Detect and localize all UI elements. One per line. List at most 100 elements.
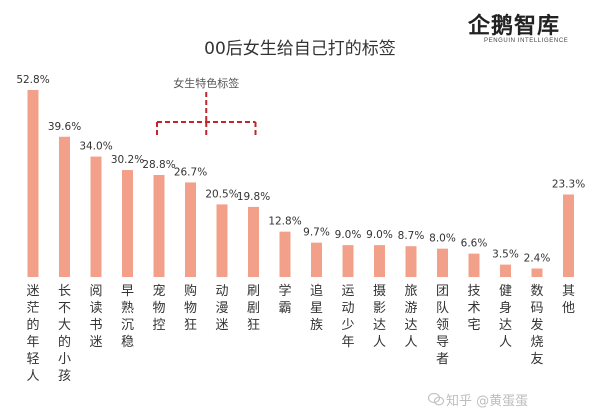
tick-label: 熟 — [121, 300, 134, 316]
tick-label: 团 — [436, 284, 449, 299]
tick-label: 人 — [26, 369, 39, 384]
watermark-text: 知乎 @黄蛋蛋 — [446, 394, 529, 409]
tick-label: 追 — [310, 283, 323, 299]
tick-label: 数 — [530, 284, 543, 299]
data-label: 19.8% — [237, 191, 270, 203]
tick-label: 剧 — [247, 301, 260, 316]
tick-label: 狂 — [247, 318, 260, 333]
data-label: 8.0% — [429, 233, 456, 245]
bar — [90, 156, 102, 277]
data-label: 8.7% — [398, 230, 425, 242]
tick-label: 健 — [499, 284, 512, 299]
tick-label: 刷 — [247, 284, 260, 299]
data-label: 6.6% — [461, 238, 488, 250]
tick-label: 队 — [436, 301, 449, 316]
tick-label: 年 — [341, 335, 354, 350]
tick-label: 其 — [562, 284, 575, 299]
data-label: 23.3% — [552, 178, 585, 190]
tick-label: 的 — [26, 317, 39, 333]
tick-label: 导 — [436, 335, 449, 350]
data-label: 34.0% — [79, 141, 112, 153]
bar — [185, 182, 196, 277]
tick-label: 迷 — [215, 318, 228, 333]
tick-label: 学 — [278, 283, 291, 299]
tick-label: 购 — [184, 283, 197, 299]
tick-label: 物 — [152, 301, 165, 316]
chart-title: 00后女生给自己打的标签 — [204, 39, 396, 59]
tick-label: 控 — [152, 318, 165, 333]
bar — [248, 206, 259, 277]
tick-label: 物 — [184, 301, 197, 316]
brand-name: 企鹅智库 — [468, 14, 561, 39]
tick-label: 身 — [499, 300, 512, 316]
bar — [153, 175, 165, 277]
data-label: 39.6% — [48, 121, 81, 133]
tick-label: 摄 — [373, 284, 386, 299]
tick-label: 达 — [404, 318, 417, 333]
tick-label: 轻 — [26, 352, 39, 367]
bar — [122, 170, 133, 277]
data-label: 30.2% — [111, 154, 144, 166]
tick-label: 旅 — [404, 284, 417, 299]
data-label: 9.7% — [303, 227, 330, 239]
tick-label: 长 — [58, 284, 71, 299]
annotation-label: 女生特色标签 — [173, 76, 239, 90]
tick-label: 动 — [215, 284, 228, 299]
bar — [27, 90, 39, 277]
data-label: 3.5% — [492, 249, 519, 261]
tick-label: 漫 — [215, 301, 228, 316]
bar — [405, 246, 417, 277]
watermark-icon — [428, 392, 444, 406]
tick-label: 霸 — [278, 301, 291, 316]
tick-label: 影 — [373, 301, 386, 316]
bar — [500, 264, 511, 277]
data-label: 20.5% — [205, 188, 238, 200]
tick-label: 烧 — [530, 335, 543, 350]
bar — [531, 268, 543, 277]
data-label: 12.8% — [268, 216, 301, 228]
data-label: 26.7% — [174, 166, 207, 178]
tick-label: 迷 — [26, 284, 39, 299]
tick-label: 人 — [373, 335, 386, 350]
tick-label: 码 — [530, 301, 543, 316]
tick-label: 读 — [89, 301, 102, 316]
bar — [311, 242, 322, 277]
brand-subtitle: PENGUIN INTELLIGENCE — [484, 38, 569, 44]
tick-label: 宠 — [152, 283, 165, 299]
tick-label: 友 — [530, 351, 543, 367]
bar — [374, 245, 385, 277]
tick-label: 狂 — [184, 318, 197, 333]
tick-label: 宅 — [467, 318, 480, 333]
data-label: 9.0% — [335, 229, 362, 241]
tick-label: 的 — [58, 334, 71, 350]
tick-label: 茫 — [26, 301, 39, 316]
tick-label: 术 — [467, 301, 480, 316]
tick-label: 大 — [58, 318, 71, 333]
tick-label: 他 — [562, 301, 575, 316]
bar — [279, 231, 291, 277]
tick-label: 年 — [26, 335, 39, 350]
tick-label: 动 — [341, 301, 354, 316]
tick-label: 不 — [58, 301, 71, 316]
bar — [342, 245, 354, 277]
bar — [437, 248, 448, 277]
tick-label: 稳 — [121, 334, 134, 350]
tick-label: 少 — [341, 318, 354, 333]
tick-label: 孩 — [58, 369, 71, 384]
tick-label: 星 — [310, 301, 323, 316]
tick-label: 领 — [436, 318, 449, 333]
bar — [216, 204, 228, 277]
tick-label: 运 — [341, 284, 354, 299]
brand-logo: 企鹅智库 PENGUIN INTELLIGENCE — [462, 6, 592, 50]
tick-label: 早 — [121, 284, 134, 299]
tick-label: 阅 — [89, 284, 102, 299]
tick-label: 技 — [467, 284, 480, 299]
bar — [563, 194, 574, 277]
data-label: 9.0% — [366, 229, 393, 241]
tick-label: 发 — [530, 317, 543, 333]
tick-label: 人 — [404, 335, 417, 350]
tick-label: 人 — [499, 335, 512, 350]
bar — [59, 136, 70, 277]
tick-label: 达 — [499, 318, 512, 333]
